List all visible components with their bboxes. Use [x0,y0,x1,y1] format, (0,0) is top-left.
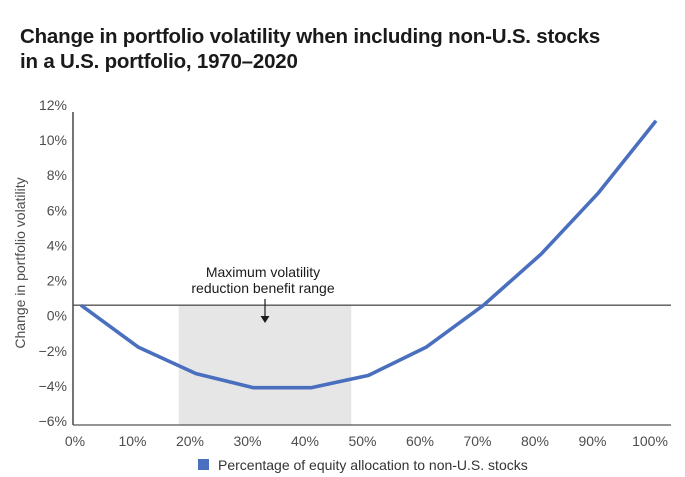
x-tick-label: 30% [233,433,261,449]
y-axis-label: Change in portfolio volatility [12,177,28,348]
x-tick-label: 40% [291,433,319,449]
chart-title: Change in portfolio volatility when incl… [20,24,680,74]
y-tick-label: 10% [39,132,67,148]
annotation-text: Maximum volatility [206,264,320,280]
chart-title-line-1: Change in portfolio volatility when incl… [20,25,601,48]
y-tick-label: 4% [47,237,67,253]
x-tick-label: 60% [406,433,434,449]
y-tick-label: 0% [47,308,67,324]
x-tick-label: 0% [65,433,85,449]
x-tick-label: 50% [348,433,376,449]
y-tick-label: −4% [39,378,67,394]
y-tick-label: 12% [39,97,67,113]
legend-label: Percentage of equity allocation to non-U… [218,457,528,473]
y-tick-label: 2% [47,273,67,289]
series-line [79,119,658,390]
x-tick-label: 70% [463,433,491,449]
y-tick-label: −2% [39,343,67,359]
y-tick-label: 6% [47,202,67,218]
shaded-benefit-range [178,305,352,425]
annotation-arrow-head [260,316,270,323]
x-tick-label: 100% [632,433,668,449]
legend-swatch [198,459,209,470]
x-tick-label: 10% [118,433,146,449]
chart-title-line-2: in a U.S. portfolio, 1970–2020 [20,50,298,73]
x-tick-label: 20% [176,433,204,449]
annotation-text: reduction benefit range [191,280,334,296]
y-tick-label: −6% [39,413,67,429]
x-tick-label: 80% [521,433,549,449]
x-tick-label: 90% [578,433,606,449]
y-tick-label: 8% [47,167,67,183]
